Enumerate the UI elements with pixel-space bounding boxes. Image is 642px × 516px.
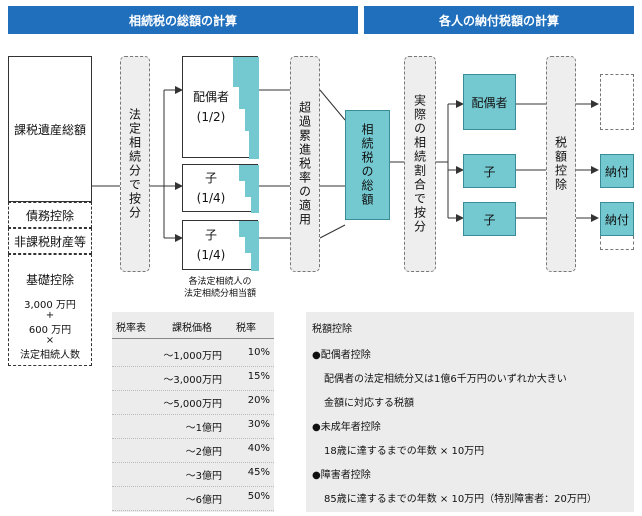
actual-heir-child-1: 子 bbox=[463, 154, 516, 188]
share-bar-7 bbox=[251, 197, 259, 213]
actual-heir-child-1-label: 子 bbox=[483, 164, 496, 179]
payment-box-spouse bbox=[600, 74, 634, 130]
heir-box-spouse: 配偶者 (1/2) bbox=[182, 56, 259, 159]
spouse-credit-line2: 金額に対応する税額 bbox=[324, 398, 414, 409]
share-bar-6 bbox=[245, 181, 259, 197]
disabled-credit-line: 85歳に達するまでの年数 × 10万円（特別障害者：20万円） bbox=[324, 494, 597, 505]
share-bar-1 bbox=[233, 57, 259, 87]
debt-deduction-box: 債務控除 bbox=[8, 202, 92, 228]
split-by-legal-share-step: 法定相続分で按分 bbox=[120, 56, 150, 272]
rate-table-row: 〜3億円 45% bbox=[112, 462, 274, 487]
heirs-caption-line2: 法定相続分相当額 bbox=[183, 289, 256, 299]
actual-heir-spouse: 配偶者 bbox=[463, 74, 516, 130]
basic-deduction-line2: + bbox=[45, 310, 55, 321]
basic-deduction-box: 基礎控除 3,000 万円 + 600 万円 × 法定相続人数 bbox=[8, 254, 92, 366]
share-bar-4 bbox=[249, 131, 259, 159]
payment-box-child-2: 納付 bbox=[600, 202, 634, 236]
basic-deduction-line3: 600 万円 bbox=[28, 325, 72, 336]
tax-rate-table: 税率表 課税価格 税率 〜1,000万円 10% 〜3,000万円 15% 〜5,000… bbox=[112, 312, 274, 512]
basic-deduction-line5: 法定相続人数 bbox=[20, 350, 80, 361]
left-section-header-text: 相続税の総額の計算 bbox=[128, 13, 237, 28]
share-bar-2 bbox=[239, 87, 259, 109]
rate-table-col-rate: 税率 bbox=[236, 323, 256, 334]
heirs-caption: 各法定相続人の 法定相続分相当額 bbox=[170, 276, 270, 300]
rate-table-price: 〜6億円 bbox=[185, 495, 222, 506]
basic-deduction-title: 基礎控除 bbox=[25, 273, 74, 287]
payment-child-1-label: 納付 bbox=[604, 164, 629, 179]
heir-child-2-name: 子 bbox=[204, 228, 217, 242]
rate-table-rate: 15% bbox=[247, 371, 270, 382]
rate-table-rate: 50% bbox=[247, 491, 270, 502]
rate-table-price: 〜3,000万円 bbox=[163, 375, 222, 386]
right-section-header: 各人の納付税額の計算 bbox=[364, 6, 634, 34]
spouse-credit-line1: 配偶者の法定相続分又は1億6千万円のいずれか大きい bbox=[324, 374, 567, 385]
rate-table-header: 税率表 課税価格 税率 bbox=[112, 312, 274, 339]
rate-table-price: 〜2億円 bbox=[185, 447, 222, 458]
progressive-rate-step: 超過累進税率の適用 bbox=[290, 56, 320, 272]
payment-child-2-remainder bbox=[600, 236, 634, 250]
spouse-credit-title: ●配偶者控除 bbox=[312, 350, 371, 361]
rate-table-row: 〜2億円 40% bbox=[112, 438, 274, 463]
rate-table-row: 〜1,000万円 10% bbox=[112, 342, 274, 367]
debt-deduction-label: 債務控除 bbox=[25, 208, 74, 223]
total-tax-label: 相続税の総額 bbox=[360, 123, 374, 207]
split-by-actual-step: 実際の相続割合で按分 bbox=[404, 56, 436, 272]
tax-credit-label: 税額控除 bbox=[553, 136, 568, 192]
heirs-caption-line1: 各法定相続人の bbox=[188, 277, 252, 287]
split-by-legal-share-label: 法定相続分で按分 bbox=[127, 108, 142, 220]
rate-table-rate: 40% bbox=[247, 443, 270, 454]
total-tax-box: 相続税の総額 bbox=[345, 110, 390, 220]
credit-panel-title: 税額控除 bbox=[312, 324, 352, 335]
left-section-header: 相続税の総額の計算 bbox=[8, 6, 358, 34]
actual-heir-child-2: 子 bbox=[463, 202, 516, 236]
rate-table-price: 〜1億円 bbox=[185, 423, 222, 434]
minor-credit-title: ●未成年者控除 bbox=[312, 422, 381, 433]
rate-table-rate: 10% bbox=[247, 347, 270, 358]
rate-table-col-price: 課税価格 bbox=[172, 323, 212, 334]
taxable-estate-box: 課税遺産総額 bbox=[8, 56, 92, 202]
share-bar-3 bbox=[245, 109, 259, 131]
heir-spouse-share: (1/2) bbox=[196, 110, 226, 124]
split-by-actual-label: 実際の相続割合で按分 bbox=[412, 94, 427, 234]
rate-table-price: 〜5,000万円 bbox=[163, 399, 222, 410]
right-section-header-text: 各人の納付税額の計算 bbox=[438, 13, 559, 28]
rate-table-row: 〜5,000万円 20% bbox=[112, 390, 274, 415]
rate-table-rate: 45% bbox=[247, 467, 270, 478]
heir-box-child-2: 子 (1/4) bbox=[182, 220, 259, 271]
rate-table-row: 〜1億円 30% bbox=[112, 414, 274, 439]
share-bar-8 bbox=[239, 221, 259, 237]
rate-table-row: 〜3,000万円 15% bbox=[112, 366, 274, 391]
share-bar-9 bbox=[245, 237, 259, 253]
actual-heir-child-2-label: 子 bbox=[483, 212, 496, 227]
payment-box-child-1: 納付 bbox=[600, 154, 634, 188]
payment-child-2-label: 納付 bbox=[604, 212, 629, 227]
share-bar-5 bbox=[239, 165, 259, 181]
heir-box-child-1: 子 (1/4) bbox=[182, 164, 259, 213]
basic-deduction-line4: × bbox=[45, 335, 55, 346]
minor-credit-line: 18歳に達するまでの年数 × 10万円 bbox=[324, 446, 485, 457]
basic-deduction-line1: 3,000 万円 bbox=[24, 300, 76, 311]
rate-table-rate: 20% bbox=[247, 395, 270, 406]
tax-credit-panel: 税額控除 ●配偶者控除 配偶者の法定相続分又は1億6千万円のいずれか大きい 金額… bbox=[306, 312, 634, 512]
taxable-estate-label: 課税遺産総額 bbox=[13, 122, 86, 137]
non-taxable-box: 非課税財産等 bbox=[8, 228, 92, 254]
heir-child-1-name: 子 bbox=[204, 171, 217, 185]
rate-table-rate: 30% bbox=[247, 419, 270, 430]
heir-spouse-name: 配偶者 bbox=[192, 90, 229, 104]
disabled-credit-title: ●障害者控除 bbox=[312, 470, 371, 481]
heir-child-2-share: (1/4) bbox=[196, 248, 226, 262]
non-taxable-label: 非課税財産等 bbox=[13, 234, 86, 249]
rate-table-title: 税率表 bbox=[116, 323, 146, 334]
actual-heir-spouse-label: 配偶者 bbox=[471, 95, 508, 110]
share-bar-10 bbox=[251, 253, 259, 271]
tax-credit-step: 税額控除 bbox=[546, 56, 576, 272]
rate-table-row: 〜6億円 50% bbox=[112, 486, 274, 511]
rate-table-price: 〜3億円 bbox=[185, 471, 222, 482]
heir-child-1-share: (1/4) bbox=[196, 191, 226, 205]
progressive-rate-label: 超過累進税率の適用 bbox=[297, 101, 312, 227]
rate-table-price: 〜1,000万円 bbox=[163, 351, 222, 362]
